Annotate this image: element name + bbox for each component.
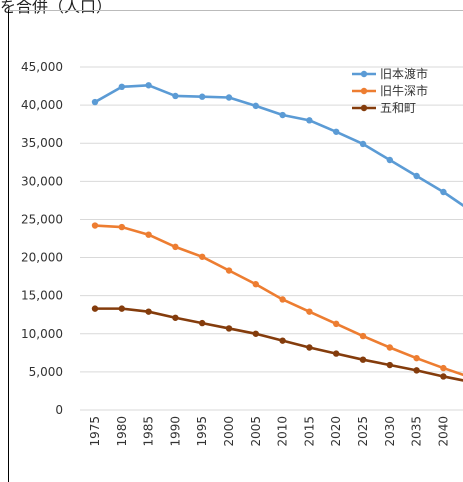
series-2-point-2015 bbox=[306, 308, 313, 315]
series-3-point-2000 bbox=[225, 325, 233, 332]
y-tick-label-40000: 40,000 bbox=[21, 98, 63, 112]
y-tick-label-15000: 15,000 bbox=[21, 289, 63, 303]
y-tick-label-10000: 10,000 bbox=[21, 327, 63, 341]
y-tick-label-30000: 30,000 bbox=[21, 174, 63, 188]
x-tick-label-1995: 1995 bbox=[195, 416, 209, 447]
series-2-point-1990 bbox=[172, 243, 179, 251]
frame-top-border bbox=[8, 10, 463, 11]
x-tick-label-2025: 2025 bbox=[356, 416, 370, 447]
series-2-point-2025 bbox=[359, 332, 367, 340]
series-line-2 bbox=[93, 224, 463, 377]
series-3-point-2010 bbox=[279, 337, 286, 344]
series-3-point-2035 bbox=[413, 367, 420, 374]
series-1-point-2030 bbox=[386, 156, 393, 164]
x-tick-label-2020: 2020 bbox=[329, 416, 343, 447]
series-3-point-1980 bbox=[118, 305, 126, 312]
series-3-point-2030 bbox=[386, 361, 393, 369]
series-2-point-1985 bbox=[145, 231, 152, 238]
series-1-point-2015 bbox=[306, 117, 313, 124]
series-3-point-2005 bbox=[252, 330, 259, 337]
legend-label-3: 五和町 bbox=[380, 101, 416, 115]
series-2-point-2020 bbox=[333, 320, 340, 328]
y-tick-label-5000: 5,000 bbox=[29, 365, 63, 379]
legend-marker-3 bbox=[360, 104, 368, 112]
series-line-3 bbox=[93, 307, 463, 382]
series-2-point-2035 bbox=[413, 354, 420, 362]
series-1-point-2005 bbox=[252, 102, 259, 110]
series-3-point-1985 bbox=[145, 308, 152, 315]
x-tick-label-2000: 2000 bbox=[222, 416, 236, 447]
x-tick-label-2005: 2005 bbox=[249, 416, 263, 447]
header-partial-text: を合併（人口） bbox=[0, 0, 113, 16]
legend-marker-1 bbox=[360, 70, 368, 78]
series-3-point-1975 bbox=[91, 305, 99, 312]
x-tick-label-2010: 2010 bbox=[276, 416, 290, 447]
legend-label-1: 旧本渡市 bbox=[380, 66, 428, 81]
series-2-point-1995 bbox=[199, 253, 206, 260]
series-1-point-1980 bbox=[118, 83, 126, 91]
x-tick-label-2015: 2015 bbox=[302, 416, 316, 447]
series-1-point-2020 bbox=[333, 128, 340, 135]
series-3-point-1995 bbox=[199, 319, 206, 327]
series-3-point-1990 bbox=[172, 314, 179, 321]
series-1-point-2035 bbox=[413, 172, 420, 180]
series-2-point-1975 bbox=[91, 222, 99, 229]
x-tick-label-1975: 1975 bbox=[88, 416, 102, 447]
x-tick-label-2035: 2035 bbox=[410, 416, 424, 447]
x-tick-label-1980: 1980 bbox=[115, 416, 129, 447]
x-tick-label-2030: 2030 bbox=[383, 416, 397, 447]
series-1-point-1995 bbox=[199, 93, 206, 100]
x-tick-label-1990: 1990 bbox=[168, 416, 182, 447]
series-1-point-2000 bbox=[225, 94, 233, 101]
y-tick-label-35000: 35,000 bbox=[21, 136, 63, 150]
series-3-point-2015 bbox=[306, 344, 313, 351]
series-1-point-2025 bbox=[359, 140, 367, 148]
series-3-point-2040 bbox=[440, 373, 447, 380]
series-2-point-2030 bbox=[386, 344, 393, 351]
series-2-point-1980 bbox=[118, 223, 126, 231]
y-tick-label-20000: 20,000 bbox=[21, 251, 63, 265]
series-3-point-2025 bbox=[359, 356, 367, 363]
frame-left-border bbox=[8, 10, 9, 482]
series-1-point-2040 bbox=[440, 188, 447, 196]
series-1-point-1975 bbox=[91, 98, 99, 106]
y-tick-label-45000: 45,000 bbox=[21, 60, 63, 74]
series-1-point-1985 bbox=[145, 82, 152, 89]
y-tick-label-25000: 25,000 bbox=[21, 212, 63, 226]
y-tick-label-0: 0 bbox=[55, 403, 63, 417]
legend-label-2: 旧牛深市 bbox=[380, 83, 428, 98]
x-tick-label-2040: 2040 bbox=[436, 416, 450, 447]
series-1-point-1990 bbox=[172, 92, 179, 100]
series-2-point-2040 bbox=[440, 364, 447, 372]
series-3-point-2020 bbox=[333, 350, 340, 357]
series-2-point-2010 bbox=[279, 296, 286, 303]
legend-marker-2 bbox=[360, 87, 368, 95]
series-1-point-2010 bbox=[279, 111, 286, 119]
series-2-point-2000 bbox=[225, 267, 233, 274]
x-tick-label-1985: 1985 bbox=[142, 416, 156, 447]
series-2-point-2005 bbox=[252, 281, 259, 288]
